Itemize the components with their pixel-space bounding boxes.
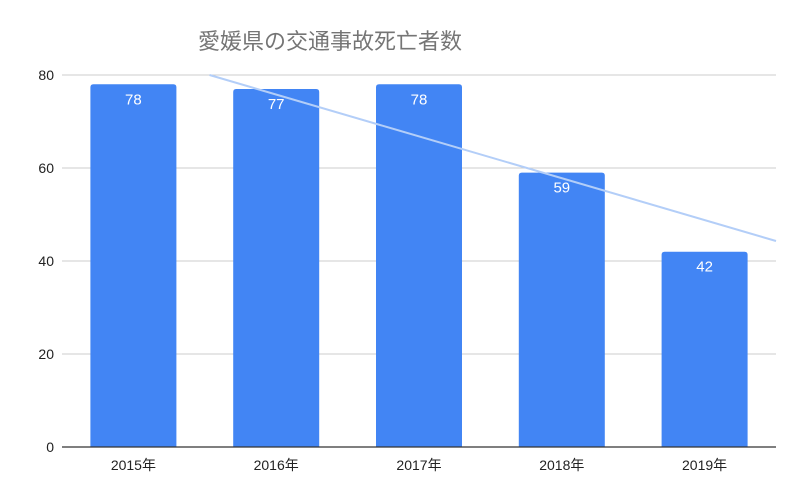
data-label: 78 <box>125 91 142 108</box>
y-tick-label: 40 <box>38 253 54 269</box>
bar <box>376 84 462 448</box>
y-tick-label: 60 <box>38 160 54 176</box>
x-tick-label: 2016年 <box>254 457 299 473</box>
data-label: 77 <box>268 96 285 113</box>
trendline-layer <box>209 74 777 242</box>
bar <box>518 172 605 447</box>
trendline <box>209 74 777 242</box>
x-tick-label: 2017年 <box>396 457 441 473</box>
data-label: 59 <box>553 180 570 197</box>
bar-layer <box>90 84 748 448</box>
bar <box>90 84 177 448</box>
label-layer: 78 77 78 59 42 <box>125 91 713 275</box>
axis-layer: 0 20 40 60 80 2015年 2016年 2017年 2018年 2019年 <box>38 67 776 473</box>
data-label: 42 <box>696 259 713 276</box>
chart-title: 愛媛県の交通事故死亡者数 <box>198 30 462 55</box>
y-tick-label: 80 <box>38 67 54 83</box>
bar <box>233 88 320 447</box>
x-tick-label: 2018年 <box>539 457 584 473</box>
y-tick-label: 20 <box>38 346 54 362</box>
data-label: 78 <box>411 91 428 108</box>
x-tick-label: 2019年 <box>682 457 727 473</box>
x-tick-label: 2015年 <box>111 457 156 473</box>
bar <box>661 251 748 447</box>
y-tick-label: 0 <box>46 439 54 455</box>
